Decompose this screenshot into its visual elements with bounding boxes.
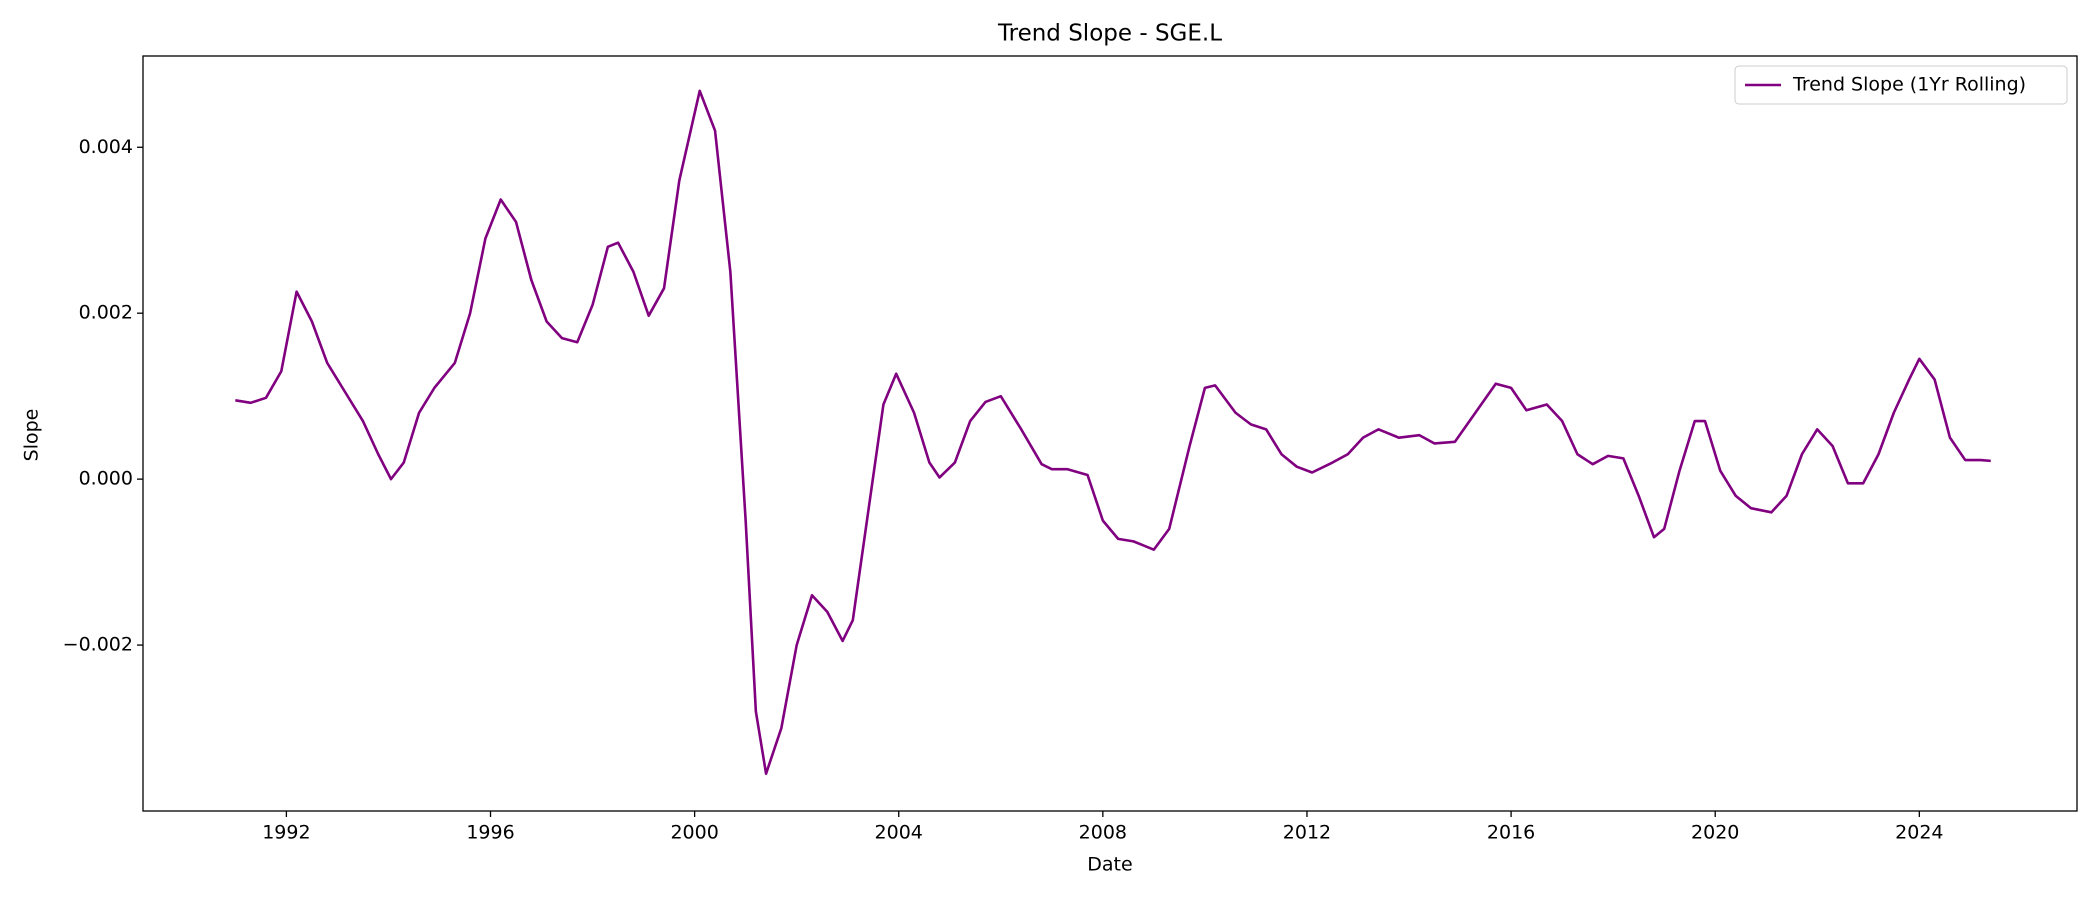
y-axis-label: Slope — [21, 409, 43, 462]
x-tick-label: 2012 — [1283, 822, 1331, 844]
legend-box — [1734, 65, 2068, 105]
plot-frame — [142, 55, 2078, 812]
legend-label: Trend Slope (1Yr Rolling) — [1792, 74, 2026, 96]
x-tick-label: 1992 — [262, 822, 310, 844]
x-tick-label: 2004 — [875, 822, 923, 844]
x-tick-label: 2000 — [670, 822, 718, 844]
y-tick-label: 0.000 — [79, 468, 133, 490]
x-tick-label: 2020 — [1691, 822, 1739, 844]
x-tick-label: 1996 — [466, 822, 514, 844]
data-line — [235, 89, 1991, 775]
y-tick-label: −0.002 — [63, 634, 133, 656]
chart-title: Trend Slope - SGE.L — [997, 21, 1222, 47]
x-tick-label: 2008 — [1079, 822, 1127, 844]
y-tick-label: 0.002 — [79, 302, 133, 324]
x-tick-label: 2016 — [1487, 822, 1535, 844]
y-tick-label: 0.004 — [79, 136, 133, 158]
x-axis-label: Date — [1087, 854, 1132, 876]
x-tick-label: 2024 — [1895, 822, 1943, 844]
